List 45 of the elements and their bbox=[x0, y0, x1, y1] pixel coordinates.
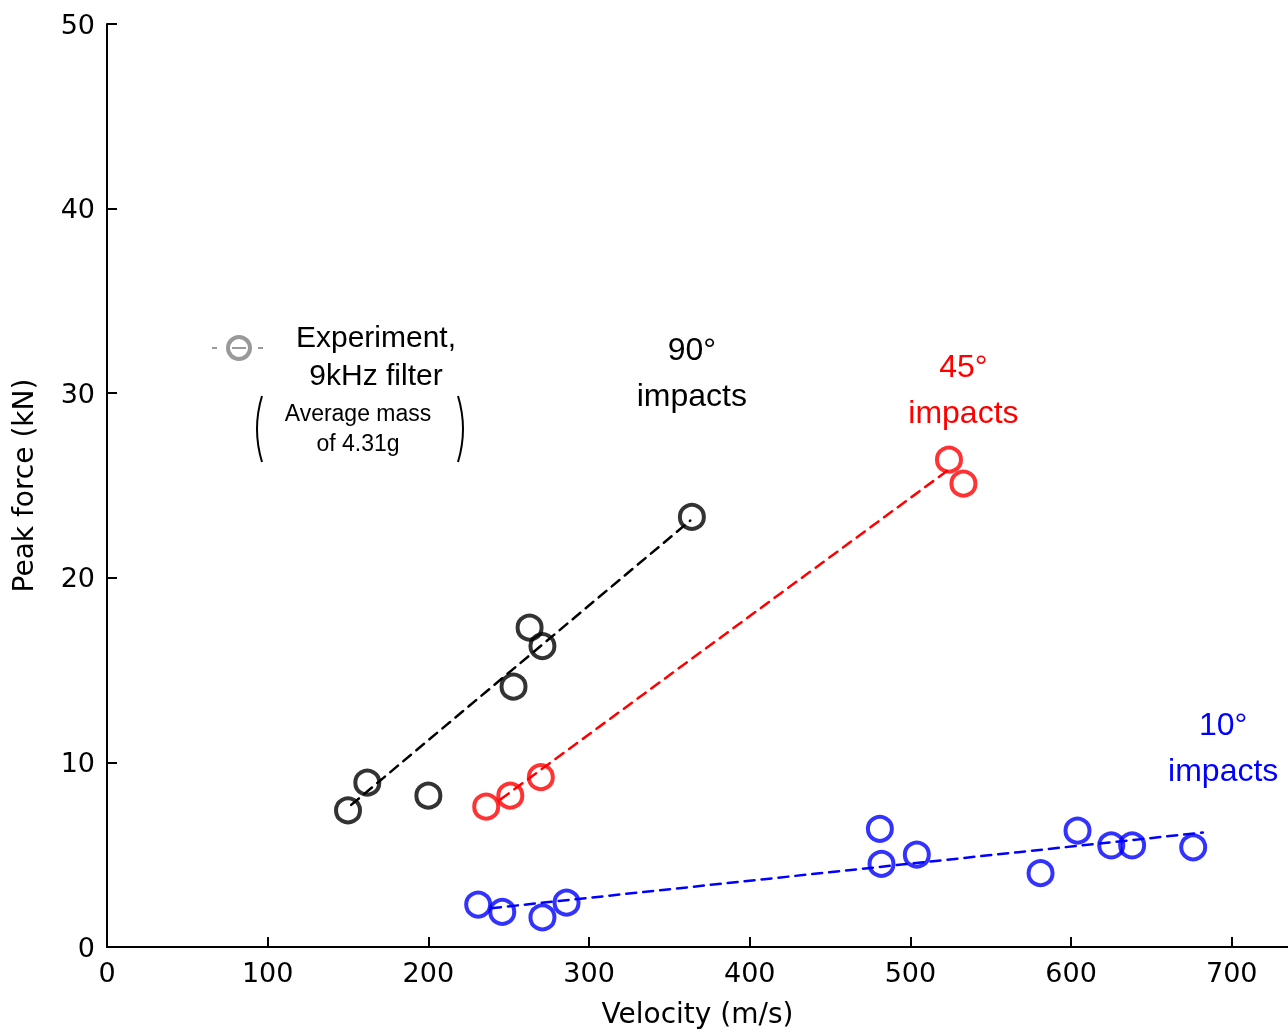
point bbox=[949, 469, 978, 498]
text: 90° impacts bbox=[636, 330, 747, 413]
x-tick-label: 300 bbox=[563, 957, 615, 988]
y-axis-title: Peak force (kN) bbox=[6, 378, 40, 593]
x-tick-label: 500 bbox=[884, 957, 937, 988]
x-tick-label: 100 bbox=[241, 957, 294, 988]
x-tick-label: 400 bbox=[723, 957, 776, 988]
y-tick-label: 10 bbox=[60, 746, 95, 778]
y-tick-label: 50 bbox=[60, 8, 95, 40]
point bbox=[526, 763, 555, 792]
point bbox=[1179, 833, 1208, 862]
annotation: Average mass of 4.31g bbox=[283, 399, 433, 458]
point bbox=[414, 781, 443, 810]
x-tick-label: 700 bbox=[1205, 957, 1258, 988]
point bbox=[677, 502, 706, 531]
series-label: 45° impacts bbox=[908, 347, 1019, 430]
point bbox=[472, 792, 501, 821]
y-tick-label: 20 bbox=[60, 562, 95, 594]
series-label: 10° impacts bbox=[1168, 706, 1279, 789]
point bbox=[1063, 816, 1092, 845]
y-tick-label: 40 bbox=[60, 193, 95, 225]
point bbox=[934, 445, 963, 474]
point bbox=[865, 814, 894, 843]
point bbox=[1097, 831, 1126, 860]
y-tick-label: 0 bbox=[77, 931, 95, 963]
point bbox=[488, 897, 517, 926]
x-axis-title: Velocity (m/s) bbox=[601, 996, 794, 1030]
point bbox=[528, 632, 557, 661]
point bbox=[464, 890, 493, 919]
point bbox=[867, 849, 896, 878]
x-tick-label: 600 bbox=[1045, 957, 1097, 988]
point bbox=[1026, 859, 1055, 888]
point bbox=[496, 781, 525, 810]
point bbox=[528, 903, 557, 932]
point bbox=[515, 613, 544, 642]
x-tick-label: 0 bbox=[98, 957, 116, 988]
point bbox=[334, 796, 363, 825]
x-tick-label: 200 bbox=[402, 957, 455, 988]
y-tick-label: 30 bbox=[60, 377, 95, 409]
point bbox=[902, 840, 931, 869]
point bbox=[499, 672, 528, 701]
point bbox=[1118, 831, 1147, 860]
point bbox=[552, 888, 581, 917]
annotation: Experiment, 9kHz filter bbox=[294, 319, 458, 393]
point bbox=[353, 768, 382, 797]
